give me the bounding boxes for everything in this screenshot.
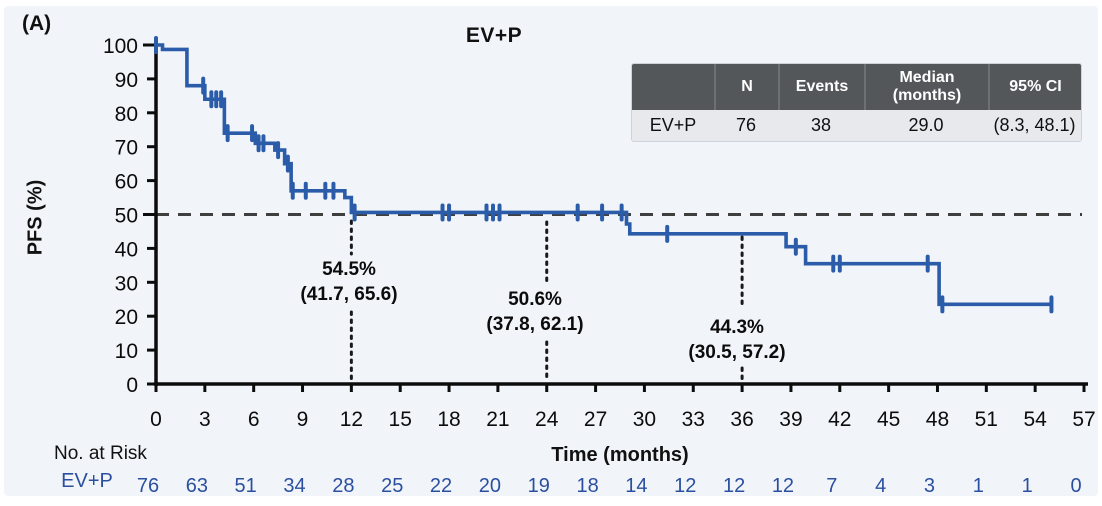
table-cell-n: 76 (714, 110, 778, 141)
svg-text:18: 18 (437, 408, 460, 431)
table-cell-group: EV+P (632, 110, 714, 141)
table-header-group (632, 64, 714, 110)
svg-text:22: 22 (430, 475, 452, 497)
table-header-ci: 95% CI (988, 64, 1081, 110)
svg-text:36: 36 (730, 408, 753, 431)
svg-text:6: 6 (248, 408, 260, 431)
x-axis-label: Time (months) (551, 444, 689, 466)
svg-text:21: 21 (486, 408, 509, 431)
svg-text:54: 54 (1023, 408, 1047, 431)
svg-text:90: 90 (115, 69, 138, 92)
svg-text:15: 15 (389, 408, 412, 431)
svg-text:80: 80 (115, 103, 138, 126)
risk-series-label: EV+P (61, 470, 113, 492)
svg-text:7: 7 (826, 475, 837, 497)
svg-text:40: 40 (115, 238, 138, 261)
milestone-annotation-36mo: 44.3% (30.5, 57.2) (637, 315, 837, 365)
milestone-ci: (41.7, 65.6) (300, 284, 398, 305)
svg-text:51: 51 (975, 408, 998, 431)
km-plot: 0102030405060708090100076363651934122815… (103, 35, 1096, 497)
panel-label: (A) (22, 12, 52, 35)
chart-title: EV+P (465, 24, 523, 47)
milestone-ci: (37.8, 62.1) (486, 314, 584, 335)
svg-text:70: 70 (115, 137, 138, 160)
svg-text:45: 45 (877, 408, 900, 431)
svg-text:18: 18 (576, 475, 598, 497)
svg-text:24: 24 (535, 408, 559, 431)
svg-text:20: 20 (115, 306, 138, 329)
svg-text:30: 30 (633, 408, 656, 431)
svg-text:42: 42 (828, 408, 851, 431)
milestone-estimate: 54.5% (322, 259, 376, 280)
svg-text:1: 1 (1022, 475, 1033, 497)
svg-text:51: 51 (235, 475, 257, 497)
milestone-estimate: 50.6% (508, 289, 562, 310)
milestone-annotation-12mo: 54.5% (41.7, 65.6) (249, 257, 449, 307)
svg-text:1: 1 (973, 475, 984, 497)
svg-text:25: 25 (381, 475, 403, 497)
table-header-n: N (714, 64, 778, 110)
svg-text:34: 34 (283, 475, 305, 497)
svg-text:3: 3 (199, 408, 211, 431)
svg-text:3: 3 (924, 475, 935, 497)
svg-text:33: 33 (682, 408, 705, 431)
svg-text:27: 27 (584, 408, 607, 431)
svg-text:19: 19 (528, 475, 550, 497)
svg-text:39: 39 (779, 408, 802, 431)
svg-text:12: 12 (772, 475, 794, 497)
svg-text:28: 28 (332, 475, 354, 497)
svg-text:0: 0 (126, 374, 138, 397)
svg-text:30: 30 (115, 272, 138, 295)
svg-text:50: 50 (115, 205, 138, 228)
svg-text:48: 48 (926, 408, 949, 431)
table-cell-median: 29.0 (864, 110, 988, 141)
milestone-ci: (30.5, 57.2) (688, 342, 786, 363)
svg-text:12: 12 (674, 475, 696, 497)
figure-panel: (A) EV+P PFS (%) 0 10 20 30 40 50 60 70 80 90 100 0… (4, 6, 1098, 497)
svg-text:14: 14 (625, 475, 647, 497)
svg-text:0: 0 (1070, 475, 1081, 497)
svg-text:57: 57 (1072, 408, 1095, 431)
svg-text:10: 10 (115, 340, 138, 363)
svg-text:12: 12 (340, 408, 363, 431)
svg-text:60: 60 (115, 171, 138, 194)
table-cell-ci: (8.3, 48.1) (988, 110, 1081, 141)
milestone-estimate: 44.3% (710, 317, 764, 338)
svg-text:100: 100 (103, 35, 138, 58)
table-cell-events: 38 (778, 110, 864, 141)
risk-table-header: No. at Risk (54, 443, 147, 464)
table-header-events: Events (778, 64, 864, 110)
svg-text:76: 76 (137, 475, 159, 497)
svg-text:9: 9 (297, 408, 309, 431)
svg-text:4: 4 (875, 475, 886, 497)
summary-table: N Events Median (months) 95% CI EV+P 76 … (632, 64, 1081, 141)
svg-text:0: 0 (150, 408, 162, 431)
milestone-annotation-24mo: 50.6% (37.8, 62.1) (435, 287, 635, 337)
svg-text:20: 20 (479, 475, 501, 497)
svg-text:63: 63 (186, 475, 208, 497)
svg-text:12: 12 (723, 475, 745, 497)
table-header-median: Median (months) (864, 64, 988, 110)
